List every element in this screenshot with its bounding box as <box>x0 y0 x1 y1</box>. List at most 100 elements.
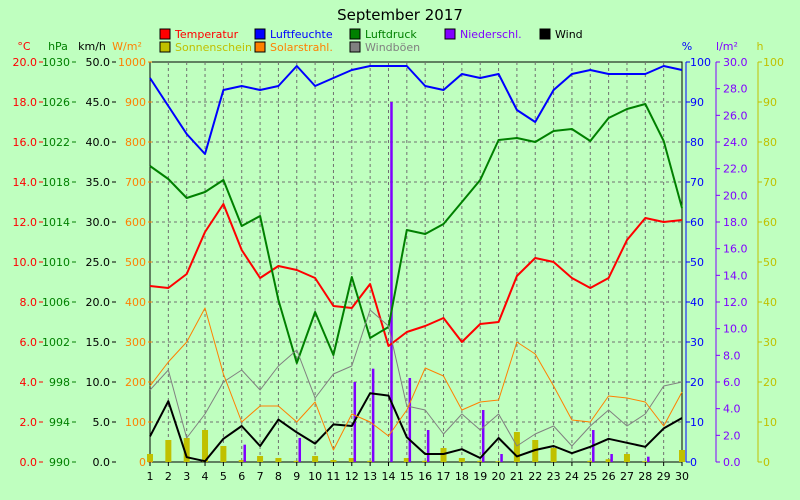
x-tick-label: 17 <box>437 470 451 483</box>
bar-sonnenschein <box>458 458 465 462</box>
bar-sonnenschein <box>587 460 594 462</box>
x-tick-label: 26 <box>602 470 616 483</box>
tick-label-temp: 10.0 <box>13 256 38 269</box>
tick-label-wind: 45.0 <box>86 96 111 109</box>
tick-label-wind: 15.0 <box>86 336 111 349</box>
axis-unit-sun: h <box>757 40 764 53</box>
tick-label-sun: 100 <box>763 56 784 69</box>
tick-label-rad: 600 <box>125 216 146 229</box>
tick-label-temp: 8.0 <box>20 296 38 309</box>
tick-label-rain: 20.0 <box>723 189 748 202</box>
tick-label-hum: 60 <box>690 216 704 229</box>
series-line-solarstrahl <box>149 307 683 451</box>
bar-sonnenschein <box>477 460 484 462</box>
series-line-windben <box>149 309 683 447</box>
x-tick-label: 3 <box>183 470 190 483</box>
x-tick-label: 24 <box>565 470 579 483</box>
tick-label-wind: 20.0 <box>86 296 111 309</box>
tick-label-temp: 0.0 <box>20 456 38 469</box>
bar-sonnenschein <box>165 440 172 462</box>
tick-label-wind: 0.0 <box>93 456 111 469</box>
legend-swatch <box>444 28 456 40</box>
bar-niederschl <box>390 102 393 462</box>
tick-label-hum: 70 <box>690 176 704 189</box>
legend-swatch <box>349 28 361 40</box>
tick-label-rad: 700 <box>125 176 146 189</box>
x-tick-label: 14 <box>381 470 395 483</box>
x-tick-label: 25 <box>583 470 597 483</box>
tick-label-sun: 50 <box>763 256 777 269</box>
bar-sonnenschein <box>513 432 520 462</box>
bar-sonnenschein <box>550 448 557 462</box>
bar-sonnenschein <box>348 458 355 462</box>
tick-label-rain: 0.0 <box>723 456 741 469</box>
tick-label-rad: 500 <box>125 256 146 269</box>
series-line-luftfeuchte <box>149 65 683 155</box>
tick-label-wind: 35.0 <box>86 176 111 189</box>
x-tick-label: 9 <box>293 470 300 483</box>
tick-label-press: 998 <box>49 376 70 389</box>
bar-sonnenschein <box>257 456 264 462</box>
tick-label-temp: 18.0 <box>13 96 38 109</box>
tick-label-sun: 80 <box>763 136 777 149</box>
x-tick-label: 27 <box>620 470 634 483</box>
tick-label-hum: 20 <box>690 376 704 389</box>
tick-label-hum: 10 <box>690 416 704 429</box>
x-tick-label: 18 <box>455 470 469 483</box>
x-tick-label: 4 <box>202 470 209 483</box>
tick-label-rain: 14.0 <box>723 269 748 282</box>
tick-label-rain: 2.0 <box>723 429 741 442</box>
axis-unit-press: hPa <box>48 40 68 53</box>
tick-label-press: 990 <box>49 456 70 469</box>
tick-label-press: 994 <box>49 416 70 429</box>
bar-niederschl <box>408 378 412 462</box>
tick-label-hum: 90 <box>690 96 704 109</box>
chart-title: September 2017 <box>337 6 463 24</box>
x-tick-label: 20 <box>492 470 506 483</box>
x-tick-label: 22 <box>528 470 542 483</box>
tick-label-sun: 0 <box>763 456 770 469</box>
bar-niederschl <box>426 430 430 462</box>
tick-label-wind: 10.0 <box>86 376 111 389</box>
x-tick-label: 6 <box>238 470 245 483</box>
x-tick-label: 7 <box>257 470 264 483</box>
tick-label-sun: 70 <box>763 176 777 189</box>
bar-sonnenschein <box>495 461 502 462</box>
bar-sonnenschein <box>147 454 153 462</box>
tick-label-wind: 25.0 <box>86 256 111 269</box>
tick-label-rad: 400 <box>125 296 146 309</box>
tick-label-press: 1010 <box>42 256 70 269</box>
tick-label-rain: 30.0 <box>723 56 748 69</box>
tick-label-temp: 12.0 <box>13 216 38 229</box>
bar-sonnenschein <box>238 460 245 462</box>
tick-label-press: 1002 <box>42 336 70 349</box>
x-tick-label: 12 <box>345 470 359 483</box>
bar-niederschl <box>371 368 375 462</box>
x-tick-label: 30 <box>675 470 689 483</box>
tick-label-sun: 30 <box>763 336 777 349</box>
legend-swatch <box>159 28 171 40</box>
bar-sonnenschein <box>312 456 319 462</box>
x-tick-label: 5 <box>220 470 227 483</box>
tick-label-rain: 22.0 <box>723 163 748 176</box>
axis-unit-temp: °C <box>17 40 31 53</box>
x-tick-label: 11 <box>326 470 340 483</box>
tick-label-wind: 5.0 <box>93 416 111 429</box>
bar-sonnenschein <box>422 460 429 462</box>
bar-sonnenschein <box>440 448 447 462</box>
tick-label-sun: 40 <box>763 296 777 309</box>
tick-label-rad: 800 <box>125 136 146 149</box>
tick-label-rain: 4.0 <box>723 403 741 416</box>
tick-label-temp: 14.0 <box>13 176 38 189</box>
series-line-temperatur <box>149 203 683 347</box>
x-tick-label: 2 <box>165 470 172 483</box>
legend-label: Luftfeuchte <box>270 28 333 41</box>
bar-sonnenschein <box>330 460 337 462</box>
tick-label-temp: 6.0 <box>20 336 38 349</box>
x-tick-label: 8 <box>275 470 282 483</box>
x-tick-label: 13 <box>363 470 377 483</box>
x-tick-label: 16 <box>418 470 432 483</box>
tick-label-wind: 40.0 <box>86 136 111 149</box>
tick-label-rain: 18.0 <box>723 216 748 229</box>
